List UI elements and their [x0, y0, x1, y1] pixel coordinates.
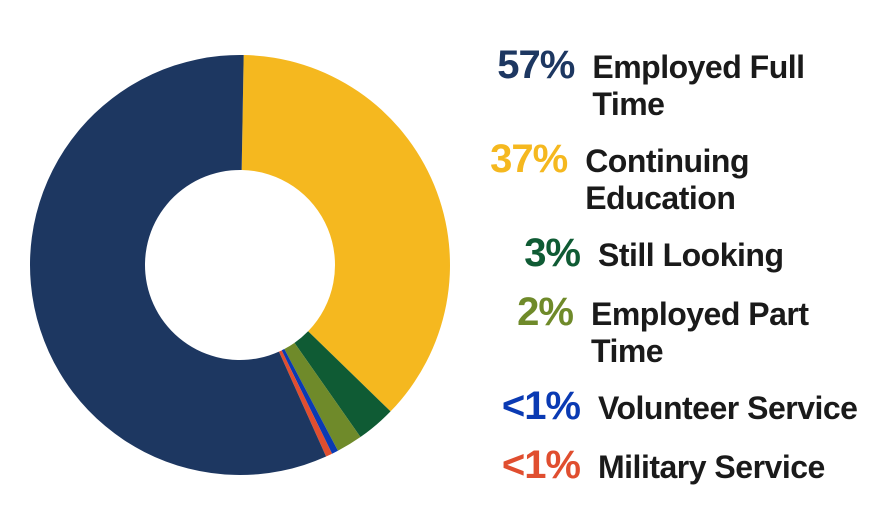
legend-label: Military Service [598, 449, 825, 486]
legend: 57%Employed Full Time37%Continuing Educa… [460, 29, 890, 502]
donut-svg [0, 0, 460, 530]
legend-percentage: 37% [470, 137, 585, 182]
chart-container: 57%Employed Full Time37%Continuing Educa… [0, 0, 890, 530]
legend-label: Continuing Education [585, 143, 870, 217]
legend-row: 3%Still Looking [470, 231, 870, 276]
legend-row: 37%Continuing Education [470, 137, 870, 217]
legend-label: Employed Part Time [591, 296, 870, 370]
legend-row: 2%Employed Part Time [470, 290, 870, 370]
legend-row: <1%Volunteer Service [470, 384, 870, 429]
legend-label: Volunteer Service [598, 390, 857, 427]
legend-label: Employed Full Time [592, 49, 870, 123]
legend-percentage: <1% [470, 384, 598, 429]
legend-percentage: <1% [470, 443, 598, 488]
legend-label: Still Looking [598, 237, 783, 274]
legend-percentage: 57% [470, 43, 592, 88]
legend-row: <1%Military Service [470, 443, 870, 488]
legend-row: 57%Employed Full Time [470, 43, 870, 123]
legend-percentage: 3% [470, 231, 598, 276]
donut-chart [0, 0, 460, 530]
legend-percentage: 2% [470, 290, 591, 335]
